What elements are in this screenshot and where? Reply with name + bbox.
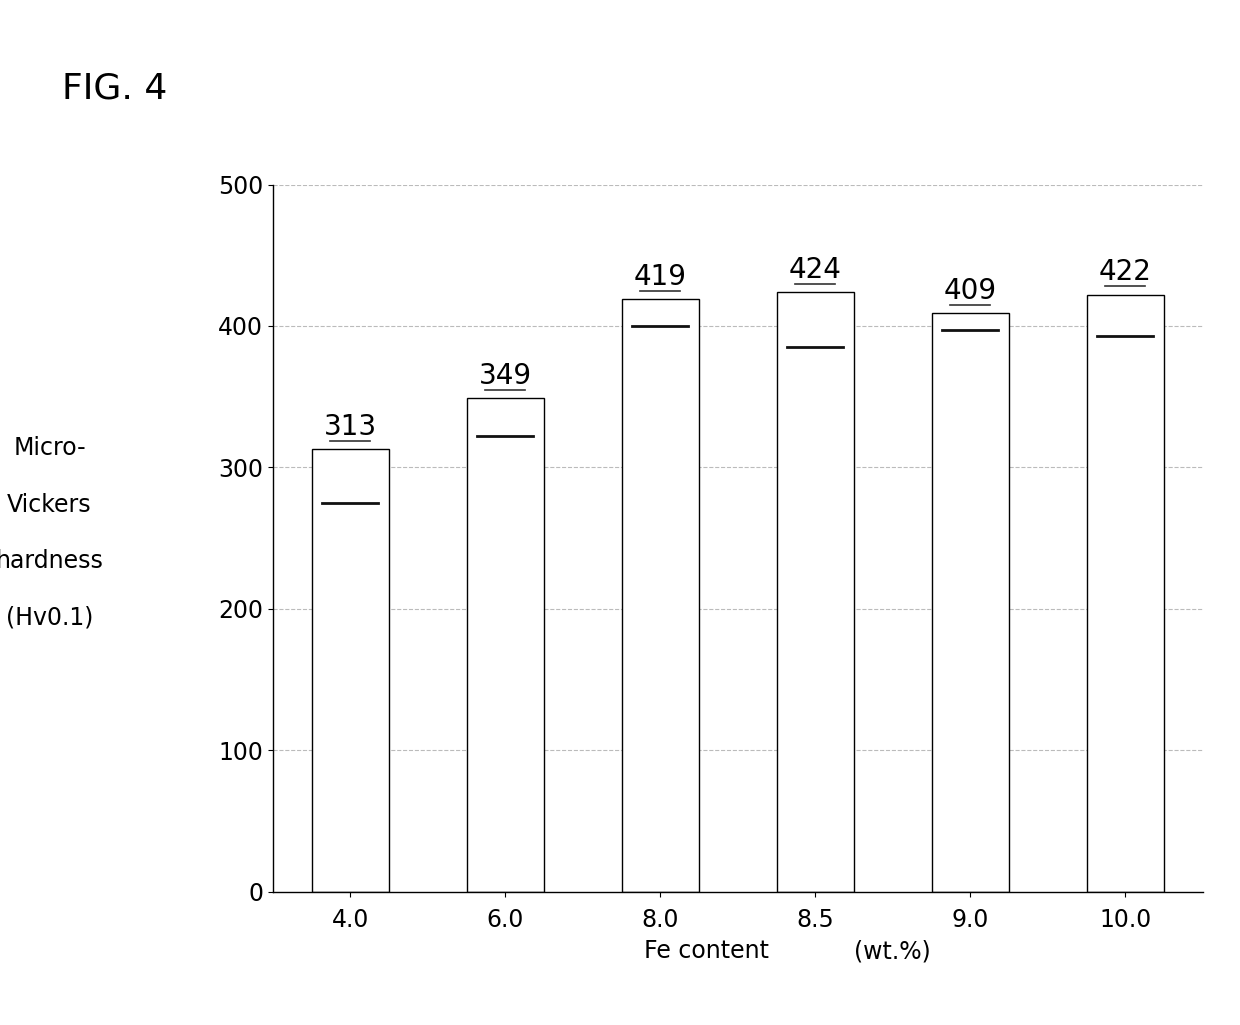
Bar: [311, 449, 389, 892]
Text: Vickers: Vickers: [7, 493, 92, 517]
Bar: [931, 314, 1009, 892]
Text: (wt.%): (wt.%): [854, 940, 931, 964]
Text: 349: 349: [479, 362, 532, 390]
Text: 409: 409: [944, 277, 997, 304]
Bar: [1086, 295, 1164, 892]
Text: (Hv0.1): (Hv0.1): [6, 606, 93, 629]
Text: 422: 422: [1099, 258, 1152, 286]
Text: 424: 424: [789, 255, 842, 284]
Bar: [621, 299, 699, 892]
Text: Fe content: Fe content: [645, 940, 769, 964]
Text: hardness: hardness: [0, 549, 103, 573]
Bar: [466, 398, 544, 892]
Text: Micro-: Micro-: [14, 437, 86, 460]
Text: FIG. 4: FIG. 4: [62, 72, 167, 106]
Text: 419: 419: [634, 262, 687, 291]
Bar: [776, 292, 854, 892]
Text: 313: 313: [324, 412, 377, 441]
